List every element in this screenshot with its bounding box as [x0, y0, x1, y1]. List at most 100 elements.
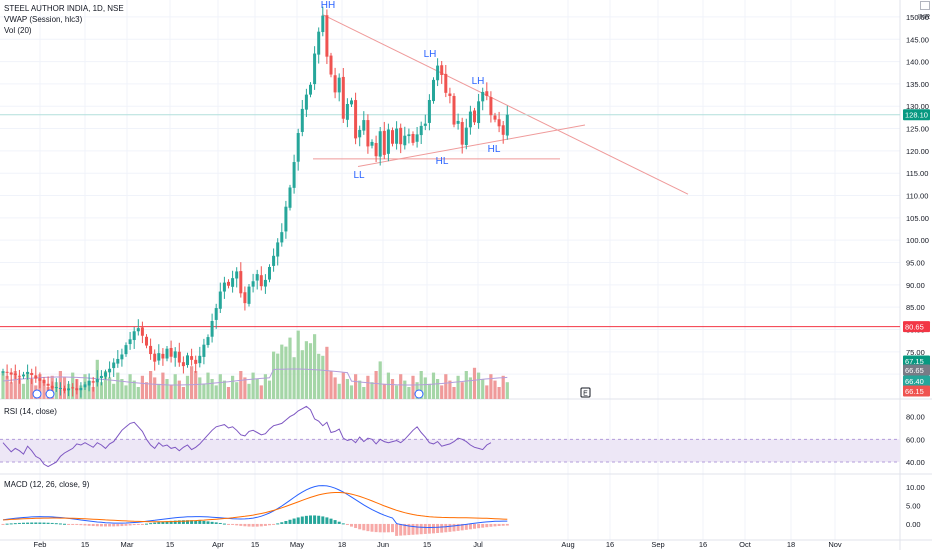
- macd-histogram-bar: [489, 523, 493, 527]
- candle-body: [140, 327, 144, 336]
- macd-histogram-bar: [235, 523, 239, 526]
- time-axis: Feb 15 Mar 15 Apr 15 May 18 Jun 15 Jul Aug 16 Sep 16 Oc…: [34, 540, 842, 549]
- candle-body: [132, 331, 136, 341]
- volume-bar: [345, 379, 349, 399]
- macd-histogram-bar: [63, 523, 66, 525]
- macd-histogram-bar: [91, 523, 95, 527]
- volume-bar: [202, 383, 206, 399]
- macd-histogram-bar: [436, 523, 440, 534]
- volume-bar: [411, 375, 415, 399]
- candle-body: [243, 292, 247, 304]
- earnings-marker-label: E: [583, 391, 588, 398]
- macd-histogram-bar: [296, 517, 300, 524]
- price-tick-label: 85.00: [906, 303, 925, 312]
- volume-bar: [112, 383, 116, 399]
- candle-body: [30, 372, 34, 376]
- volume-bar: [296, 330, 300, 399]
- candle-body: [354, 100, 358, 139]
- candles[interactable]: [1, 6, 509, 398]
- macd-tick-label: 5.00: [906, 502, 921, 511]
- volume-bar: [481, 379, 485, 399]
- volume-bar: [99, 382, 103, 399]
- volume-bar: [181, 387, 185, 399]
- volume-bar: [464, 371, 468, 399]
- volume-bar: [423, 377, 427, 399]
- candle-body: [1, 371, 5, 373]
- time-tick-label: 18: [787, 540, 795, 549]
- macd-histogram-bar: [329, 518, 333, 524]
- event-markers[interactable]: E: [32, 387, 591, 399]
- trend-lines[interactable]: [0, 14, 900, 328]
- volume-bar: [91, 387, 95, 399]
- macd-histogram-bar: [468, 523, 472, 530]
- price-tick-label: 150.00: [906, 13, 929, 22]
- volume-bar: [497, 387, 501, 399]
- candle-body: [17, 375, 21, 377]
- candle-body: [231, 278, 235, 287]
- macd-histogram-bar: [350, 523, 353, 527]
- macd-histogram-bar: [165, 521, 169, 524]
- rsi-legend[interactable]: RSI (14, close): [4, 407, 57, 416]
- volume-bar: [132, 380, 136, 399]
- volume-bar: [235, 382, 239, 399]
- volume-bar: [456, 375, 460, 399]
- macd-histogram-bar: [79, 523, 83, 526]
- macd-histogram-bar: [263, 523, 267, 526]
- price-tag-label: 66.15: [905, 387, 924, 396]
- volume-bar: [17, 377, 21, 399]
- macd-histogram-bar: [452, 523, 456, 532]
- macd-histogram-bar: [198, 520, 202, 524]
- volume-bar: [354, 374, 358, 399]
- macd-histogram-bar: [391, 523, 394, 533]
- macd-histogram-bar: [374, 523, 378, 533]
- candle-body: [300, 108, 304, 132]
- candle-body: [149, 345, 153, 355]
- volume-bar: [440, 385, 444, 399]
- time-tick-label: Sep: [651, 540, 664, 549]
- volume-bar: [427, 383, 431, 399]
- macd-histogram-bar: [448, 523, 452, 532]
- volume-bar: [198, 377, 202, 399]
- macd-legend[interactable]: MACD (12, 26, close, 9): [4, 480, 90, 489]
- candle-body: [473, 110, 476, 123]
- volume-bar: [214, 385, 218, 399]
- volume-bar: [140, 375, 144, 399]
- candle-body: [309, 84, 312, 95]
- candle-body: [292, 162, 296, 188]
- price-tick-label: 115.00: [906, 169, 928, 178]
- macd-histogram-bar: [415, 523, 419, 535]
- macd-histogram-bar: [358, 523, 362, 530]
- volume-legend[interactable]: Vol (20): [4, 26, 32, 35]
- candle-body: [120, 354, 124, 360]
- volume-bar: [452, 387, 456, 399]
- time-tick-label: Apr: [212, 540, 224, 549]
- candle-body: [186, 355, 189, 366]
- candle-body: [190, 356, 194, 360]
- macd-histogram-bar: [432, 523, 435, 534]
- time-tick-label: Nov: [828, 540, 842, 549]
- symbol-title[interactable]: STEEL AUTHOR INDIA, 1D, NSE: [4, 4, 124, 13]
- volume-bar: [259, 385, 263, 399]
- time-tick-label: 15: [251, 540, 259, 549]
- currency-corner[interactable]: INR: [918, 1, 930, 22]
- vwap-legend[interactable]: VWAP (Session, hlc3): [4, 15, 83, 24]
- volume-bar: [239, 371, 243, 399]
- macd-histogram-bar: [419, 523, 423, 535]
- macd-histogram-bar: [71, 523, 75, 525]
- volume-bar: [382, 383, 386, 399]
- candle-body: [218, 291, 222, 309]
- macd-histogram-bar: [112, 523, 116, 527]
- candle-body: [206, 337, 210, 346]
- macd-histogram-bar: [54, 523, 58, 525]
- macd-histogram-bar: [5, 523, 9, 525]
- candle-body: [317, 31, 321, 55]
- volume-bar: [378, 361, 382, 399]
- dividend-marker-icon: [32, 389, 42, 399]
- time-tick-label: Jun: [377, 540, 389, 549]
- price-tick-label: 120.00: [906, 147, 929, 156]
- macd-histogram-bar: [464, 523, 468, 530]
- macd-histogram-bar: [58, 523, 62, 525]
- earnings-marker: [580, 387, 591, 398]
